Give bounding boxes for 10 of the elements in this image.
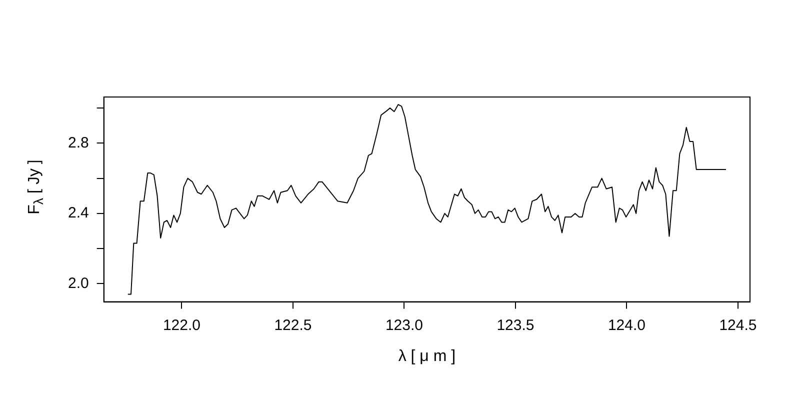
x-tick-label: 123.0 [385, 316, 424, 334]
y-tick-label: 2.0 [68, 274, 89, 292]
x-tick-label: 122.0 [162, 316, 200, 334]
y-tick-label: 2.4 [68, 204, 89, 222]
x-tick-label: 123.5 [496, 316, 534, 334]
x-tick-label: 122.5 [274, 316, 312, 334]
x-axis-title: λ [ μ m ] [398, 348, 456, 365]
x-tick-label: 124.5 [719, 316, 757, 334]
y-tick-label: 2.8 [68, 134, 89, 152]
x-tick-label: 124.0 [608, 316, 646, 334]
